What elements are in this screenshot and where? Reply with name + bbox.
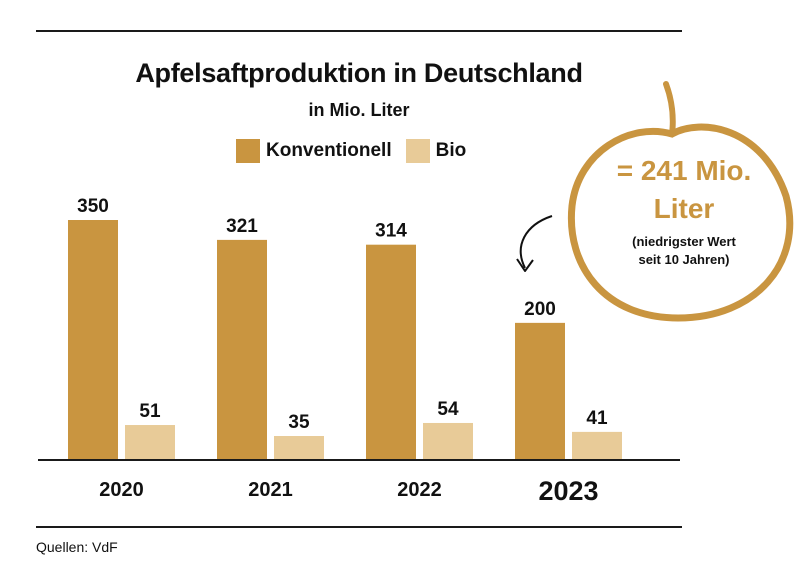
bars-group: 350 51 2020 321 35 2021 314 54 2022 200 41 2023: [68, 196, 622, 506]
annotation-total: = 241 Mio.: [617, 155, 752, 186]
x-tick-label-2020: 2020: [99, 479, 144, 501]
legend-label-konventionell: Konventionell: [266, 140, 392, 161]
apple-outline-icon: [567, 123, 794, 322]
top-rule: [36, 30, 682, 32]
data-label-konventionell-2021: 321: [226, 216, 258, 237]
annotation-unit: Liter: [654, 193, 715, 224]
chart-title: Apfelsaftproduktion in Deutschland: [135, 58, 583, 88]
bar-bio-2023: [572, 431, 622, 460]
data-label-bio-2020: 51: [139, 401, 161, 422]
bar-bio-2022: [423, 422, 473, 460]
legend-item-bio: Bio: [405, 139, 467, 163]
curved-arrow-icon: [519, 215, 553, 269]
legend-label-bio: Bio: [435, 140, 467, 161]
arrow-head-icon: [516, 258, 534, 272]
source-note: Quellen: VdF: [36, 539, 118, 555]
bottom-rule: [36, 526, 682, 528]
legend-swatch-bio: [405, 139, 430, 163]
data-label-bio-2021: 35: [288, 412, 310, 433]
bar-konventionell-2021: [217, 239, 267, 460]
x-tick-label-2021: 2021: [248, 479, 293, 501]
data-label-konventionell-2022: 314: [375, 221, 407, 242]
annotation-note-line1: (niedrigster Wert: [632, 234, 736, 249]
data-label-konventionell-2020: 350: [77, 196, 109, 217]
bar-bio-2021: [274, 436, 324, 460]
annotation-note-line2: seit 10 Jahren): [638, 252, 729, 267]
legend: Konventionell Bio: [236, 139, 480, 163]
bar-konventionell-2020: [68, 220, 118, 460]
x-tick-label-2022: 2022: [397, 479, 442, 501]
annotation-callout: = 241 Mio. Liter (niedrigster Wert seit …: [516, 81, 794, 322]
data-label-konventionell-2023: 200: [524, 299, 556, 320]
bar-konventionell-2022: [366, 244, 416, 460]
legend-swatch-konventionell: [236, 139, 260, 163]
bar-bio-2020: [125, 425, 175, 460]
data-label-bio-2022: 54: [437, 399, 459, 420]
data-label-bio-2023: 41: [586, 408, 608, 429]
legend-item-konventionell: Konventionell: [236, 139, 392, 163]
chart-subtitle: in Mio. Liter: [308, 100, 410, 120]
x-tick-label-2023: 2023: [538, 476, 598, 506]
apple-stem-icon: [663, 81, 676, 137]
bar-konventionell-2023: [515, 322, 565, 460]
